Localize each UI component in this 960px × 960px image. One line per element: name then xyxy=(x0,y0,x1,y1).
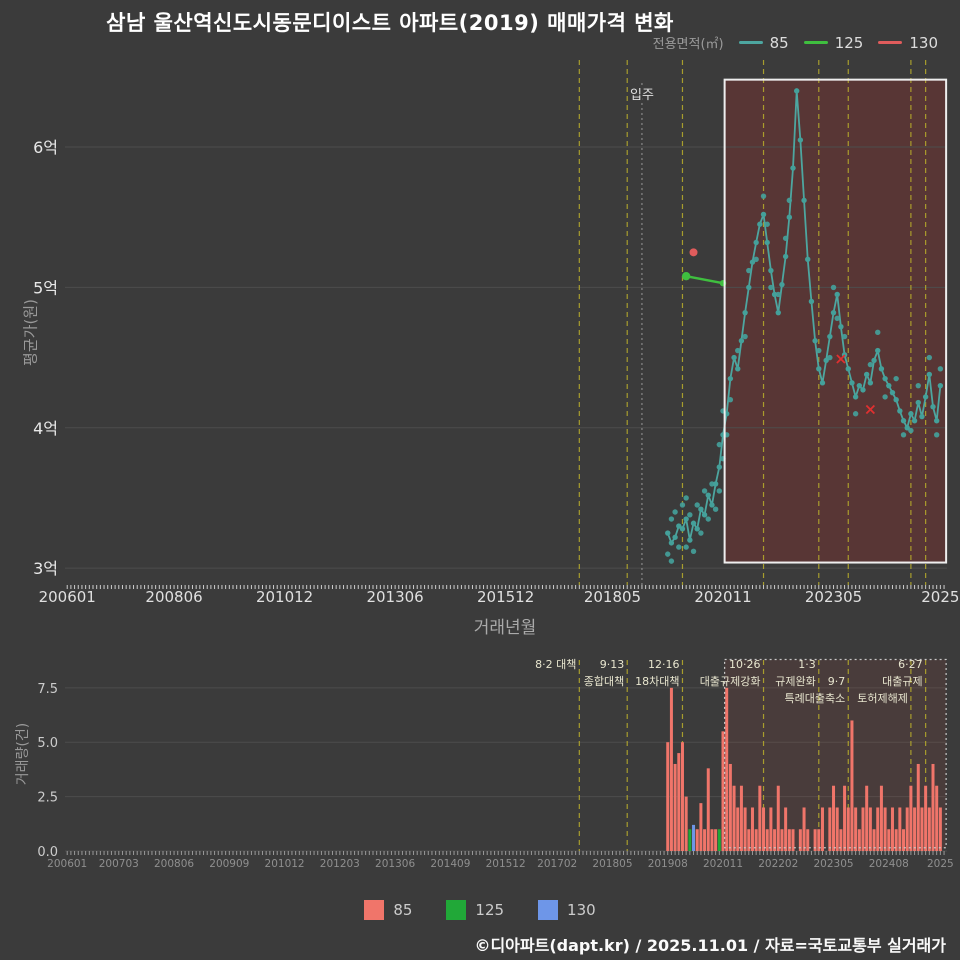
svg-text:특례대출축소: 특례대출축소 xyxy=(785,692,846,705)
legend-item-label: 130 xyxy=(567,901,596,919)
svg-text:10·26: 10·26 xyxy=(729,658,761,671)
volume-x-ticks: 200601 200703 200806 200909 201012 201203 2013… xyxy=(47,858,954,870)
svg-text:202305: 202305 xyxy=(805,588,862,606)
legend-item-label: 125 xyxy=(475,901,505,919)
svg-text:대출규제강화: 대출규제강화 xyxy=(700,675,761,688)
svg-text:5.0: 5.0 xyxy=(37,736,58,751)
price-series-85 xyxy=(665,88,944,564)
size-legend-item-85[interactable]: 85 xyxy=(364,900,412,920)
area-legend-label: 전용면적(㎡) xyxy=(652,37,724,52)
svg-text:201409: 201409 xyxy=(430,858,470,870)
svg-text:2025: 2025 xyxy=(927,858,954,870)
area-legend: 전용면적(㎡) 85 125 130 xyxy=(652,33,938,53)
highlight-region-border xyxy=(723,78,948,564)
svg-text:9·13: 9·13 xyxy=(600,658,625,671)
volume-bars xyxy=(666,687,942,851)
svg-text:2025: 2025 xyxy=(921,588,959,606)
price-x-ticks: 200601 200806 201012 201306 201512 201805 2020… xyxy=(39,588,960,606)
legend-swatch xyxy=(538,900,559,920)
legend-item-label: 125 xyxy=(834,33,864,52)
legend-item-125[interactable]: 125 xyxy=(803,33,864,52)
svg-text:201512: 201512 xyxy=(486,858,526,870)
svg-text:대출규제: 대출규제 xyxy=(882,675,922,688)
size-legend-item-130[interactable]: 130 xyxy=(538,900,596,920)
move-in-line: 입주 xyxy=(628,83,656,585)
svg-text:200601: 200601 xyxy=(39,588,96,606)
svg-text:8·2 대책: 8·2 대책 xyxy=(535,658,576,671)
svg-text:202305: 202305 xyxy=(813,858,853,870)
legend-line-marker xyxy=(738,41,763,44)
svg-text:0.0: 0.0 xyxy=(37,845,58,860)
legend-item-label: 85 xyxy=(769,33,789,52)
svg-text:9·7: 9·7 xyxy=(828,675,846,688)
volume-highlight-border xyxy=(724,658,947,849)
svg-text:202011: 202011 xyxy=(694,588,751,606)
svg-text:201203: 201203 xyxy=(320,858,360,870)
area-legend-items: 85 125 130 xyxy=(738,33,938,52)
svg-text:202011: 202011 xyxy=(703,858,743,870)
svg-text:종합대책: 종합대책 xyxy=(584,675,624,688)
svg-text:1·3: 1·3 xyxy=(798,658,816,671)
policy-annotations: 8·2 대책 9·13 종합대책 12·16 18차대책 10·26 대출규제강화 1·3 규제… xyxy=(535,658,923,705)
legend-line-marker xyxy=(878,41,903,44)
svg-text:6·27: 6·27 xyxy=(898,658,923,671)
legend-item-label: 85 xyxy=(393,901,413,919)
svg-text:5억: 5억 xyxy=(33,278,58,297)
legend-item-label: 130 xyxy=(909,33,938,52)
svg-text:201012: 201012 xyxy=(265,858,305,870)
svg-text:201702: 201702 xyxy=(537,858,577,870)
svg-text:2.5: 2.5 xyxy=(37,791,58,806)
legend-item-85[interactable]: 85 xyxy=(738,33,789,52)
legend-swatch xyxy=(446,900,467,920)
svg-text:4억: 4억 xyxy=(33,419,58,438)
volume-highlight-region xyxy=(724,659,947,848)
svg-text:201805: 201805 xyxy=(592,858,632,870)
volume-month-ticks xyxy=(66,851,945,855)
price-month-ticks xyxy=(66,585,945,589)
svg-text:7.5: 7.5 xyxy=(37,682,58,697)
svg-text:6억: 6억 xyxy=(33,138,58,157)
legend-line-marker xyxy=(803,41,828,44)
highlight-region xyxy=(724,79,947,563)
svg-text:200806: 200806 xyxy=(145,588,202,606)
svg-text:200601: 200601 xyxy=(47,858,87,870)
svg-text:200806: 200806 xyxy=(154,858,194,870)
price-series-130 xyxy=(689,248,698,257)
svg-text:201306: 201306 xyxy=(375,858,415,870)
volume-chart-svg: 0.0 2.5 5.0 7.5 8·2 대책 9·13 종합대책 12·16 18차대책 10·2… xyxy=(37,658,954,870)
svg-text:규제완화: 규제완화 xyxy=(775,675,815,688)
legend-swatch xyxy=(364,900,385,920)
price-y-axis-title: 평균가(원) xyxy=(21,299,40,366)
svg-text:200909: 200909 xyxy=(209,858,249,870)
legend-item-130[interactable]: 130 xyxy=(878,34,938,52)
svg-text:201908: 201908 xyxy=(648,858,688,870)
page-title: 삼남 울산역신도시동문디이스트 아파트(2019) 매매가격 변화 xyxy=(106,11,674,35)
svg-text:201512: 201512 xyxy=(477,588,534,606)
svg-text:18차대책: 18차대책 xyxy=(635,675,679,688)
volume-y-axis-title: 거래량(건) xyxy=(15,722,31,786)
policy-lines xyxy=(578,60,927,585)
svg-text:토허제해제: 토허제해제 xyxy=(857,691,908,705)
svg-text:202202: 202202 xyxy=(758,858,798,870)
price-x-axis-title: 거래년월 xyxy=(473,618,537,638)
svg-text:201012: 201012 xyxy=(256,588,313,606)
size-legend-item-125[interactable]: 125 xyxy=(446,900,504,920)
size-legend: 85 125 130 xyxy=(0,900,960,920)
volume-policy-lines xyxy=(578,660,927,851)
svg-text:201306: 201306 xyxy=(366,588,423,606)
svg-text:200703: 200703 xyxy=(99,858,139,870)
cancelled-marks xyxy=(836,354,876,415)
svg-text:3억: 3억 xyxy=(33,559,58,578)
footer-credit: ©디아파트(dapt.kr) / 2025.11.01 / 자료=국토교통부 실… xyxy=(474,936,946,955)
svg-text:202408: 202408 xyxy=(869,858,909,870)
svg-text:201805: 201805 xyxy=(584,588,641,606)
svg-text:12·16: 12·16 xyxy=(648,658,680,671)
svg-text:입주: 입주 xyxy=(630,88,654,103)
price-series-125 xyxy=(681,271,727,287)
